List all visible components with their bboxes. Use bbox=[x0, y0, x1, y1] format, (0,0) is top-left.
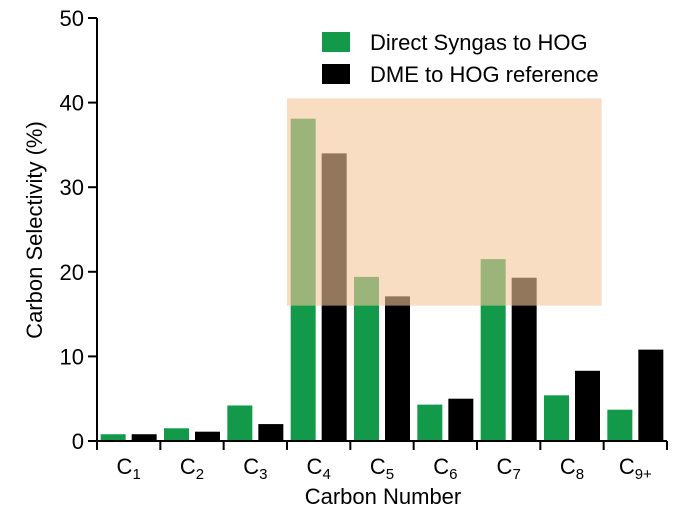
y-tick-label: 10 bbox=[60, 344, 84, 369]
legend-swatch bbox=[322, 64, 350, 84]
bar-dme-reference-c3 bbox=[258, 424, 284, 441]
y-tick-label: 40 bbox=[60, 91, 84, 116]
y-tick-label: 50 bbox=[60, 6, 84, 31]
legend-label: Direct Syngas to HOG bbox=[370, 30, 588, 55]
bar-direct-syngas-c9plus bbox=[607, 409, 633, 441]
y-tick-label: 30 bbox=[60, 175, 84, 200]
x-axis-label: Carbon Number bbox=[305, 484, 462, 509]
bar-dme-reference-c5 bbox=[385, 296, 410, 441]
x-tick-label: C2 bbox=[180, 454, 204, 483]
highlight-layer bbox=[287, 98, 602, 306]
axes-layer: 0 10 20 30 40 50 C1 C2 C3 C4 C5 C6 C7 C8 C9+ bbox=[60, 6, 668, 483]
bar-direct-syngas-c1 bbox=[100, 434, 126, 441]
x-tick-label: C7 bbox=[497, 454, 521, 483]
x-tick-label: C3 bbox=[243, 454, 267, 483]
y-tick-label: 20 bbox=[60, 260, 84, 285]
highlight-region bbox=[287, 98, 602, 306]
bar-dme-reference-c6 bbox=[448, 398, 474, 441]
x-tick-label: C8 bbox=[560, 454, 584, 483]
x-tick-label: C1 bbox=[117, 454, 141, 483]
bar-dme-reference-c8 bbox=[575, 370, 600, 441]
bar-dme-reference-c9plus bbox=[638, 349, 664, 441]
x-tick-label: C9+ bbox=[619, 454, 652, 483]
y-tick-label: 0 bbox=[72, 429, 84, 454]
y-axis-label: Carbon Selectivity (%) bbox=[22, 121, 47, 339]
bar-dme-reference-c1 bbox=[131, 434, 157, 441]
legend-label: DME to HOG reference bbox=[370, 62, 599, 87]
bar-direct-syngas-c6 bbox=[417, 404, 443, 441]
legend: Direct Syngas to HOG DME to HOG reference bbox=[322, 30, 599, 87]
legend-swatch bbox=[322, 32, 350, 52]
bar-direct-syngas-c8 bbox=[544, 395, 569, 441]
bar-direct-syngas-c2 bbox=[164, 428, 189, 441]
bar-dme-reference-c2 bbox=[195, 431, 220, 441]
x-tick-label: C6 bbox=[433, 454, 457, 483]
bar-direct-syngas-c3 bbox=[227, 405, 253, 441]
x-tick-label: C5 bbox=[370, 454, 394, 483]
x-tick-label: C4 bbox=[307, 454, 331, 483]
